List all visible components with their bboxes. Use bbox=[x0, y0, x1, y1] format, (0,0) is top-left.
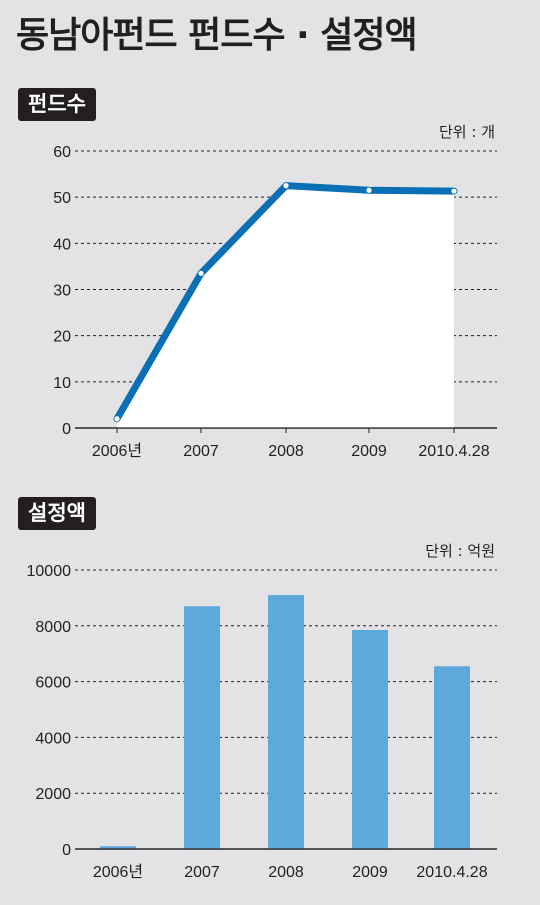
count-data-point bbox=[283, 183, 289, 189]
amount-bar bbox=[434, 666, 470, 849]
page-title: 동남아펀드 펀드수 · 설정액 bbox=[16, 15, 418, 56]
amount-bar bbox=[268, 595, 304, 849]
count-y-tick-label: 10 bbox=[53, 375, 71, 392]
amount-bar bbox=[100, 846, 136, 849]
amount-y-tick-label: 6000 bbox=[35, 675, 71, 692]
amount-unit-label: 단위 : 억원 bbox=[425, 542, 495, 560]
count-y-tick-label: 40 bbox=[53, 236, 71, 253]
count-y-tick-label: 0 bbox=[62, 421, 71, 438]
count-y-tick-label: 60 bbox=[53, 144, 71, 161]
fund-count-section-label: 펀드수 bbox=[18, 88, 96, 121]
count-x-tick-label: 2010.4.28 bbox=[418, 443, 489, 460]
amount-bar bbox=[184, 606, 220, 849]
amount-x-tick-label: 2009 bbox=[352, 864, 388, 881]
amount-x-tick-label: 2008 bbox=[268, 864, 304, 881]
count-y-tick-label: 50 bbox=[53, 190, 71, 207]
amount-y-tick-label: 4000 bbox=[35, 730, 71, 747]
amount-y-tick-label: 2000 bbox=[35, 786, 71, 803]
amount-y-tick-label: 0 bbox=[62, 842, 71, 859]
amount-bar bbox=[352, 629, 388, 849]
count-x-tick-label: 2008 bbox=[268, 443, 304, 460]
fund-amount-section-label: 설정액 bbox=[18, 497, 96, 530]
amount-x-tick-label: 2006년 bbox=[93, 863, 143, 881]
count-x-tick-label: 2009 bbox=[351, 443, 387, 460]
count-unit-label: 단위 : 개 bbox=[439, 123, 495, 141]
count-area-fill bbox=[117, 185, 454, 428]
count-y-tick-label: 20 bbox=[53, 329, 71, 346]
count-data-point bbox=[451, 188, 457, 194]
count-y-tick-label: 30 bbox=[53, 283, 71, 300]
count-x-tick-label: 2006년 bbox=[92, 442, 142, 460]
count-data-point bbox=[114, 416, 120, 422]
amount-x-tick-label: 2007 bbox=[184, 864, 220, 881]
count-data-point bbox=[198, 270, 204, 276]
amount-y-tick-label: 10000 bbox=[27, 563, 72, 580]
count-x-tick-label: 2007 bbox=[183, 443, 219, 460]
amount-x-tick-label: 2010.4.28 bbox=[416, 864, 487, 881]
amount-y-tick-label: 8000 bbox=[35, 619, 71, 636]
count-data-point bbox=[366, 187, 372, 193]
